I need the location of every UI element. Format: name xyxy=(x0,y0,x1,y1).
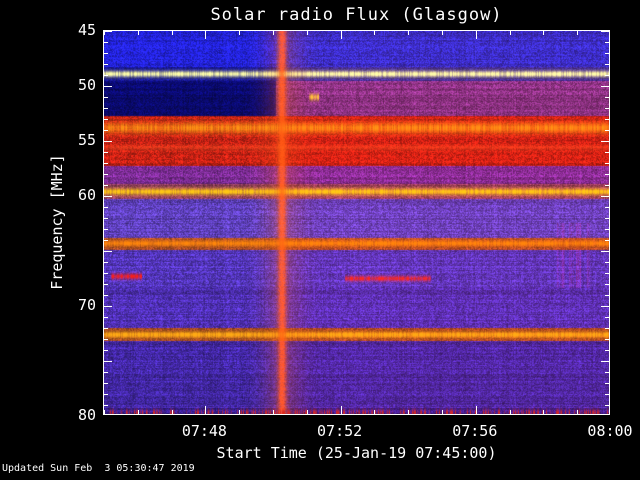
x-axis-label: Start Time (25-Jan-19 07:45:00) xyxy=(216,444,497,462)
y-tick-label: 55 xyxy=(77,131,96,149)
y-tick-label: 70 xyxy=(77,296,96,314)
y-tick-label: 45 xyxy=(77,21,96,39)
y-axis-label: Frequency [MHz] xyxy=(48,154,66,290)
spectrogram-canvas xyxy=(103,30,610,415)
x-tick-label: 07:52 xyxy=(317,422,363,440)
y-tick-label: 80 xyxy=(77,406,96,424)
updated-timestamp: Updated Sun Feb 3 05:30:47 2019 xyxy=(2,463,195,474)
x-tick-label: 08:00 xyxy=(587,422,633,440)
y-tick-label: 60 xyxy=(77,186,96,204)
x-tick-label: 07:48 xyxy=(181,422,227,440)
x-tick-label: 07:56 xyxy=(452,422,498,440)
y-tick-label: 50 xyxy=(77,76,96,94)
chart-title: Solar radio Flux (Glasgow) xyxy=(210,5,503,25)
